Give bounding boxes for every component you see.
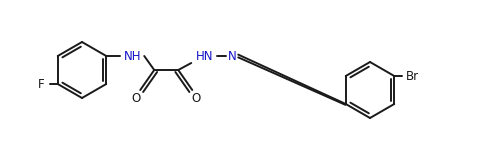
Text: O: O: [192, 93, 201, 105]
Text: NH: NH: [123, 50, 141, 63]
Text: N: N: [228, 50, 237, 63]
Text: F: F: [38, 78, 45, 90]
Text: O: O: [131, 93, 141, 105]
Text: Br: Br: [406, 69, 419, 82]
Text: HN: HN: [196, 50, 213, 63]
